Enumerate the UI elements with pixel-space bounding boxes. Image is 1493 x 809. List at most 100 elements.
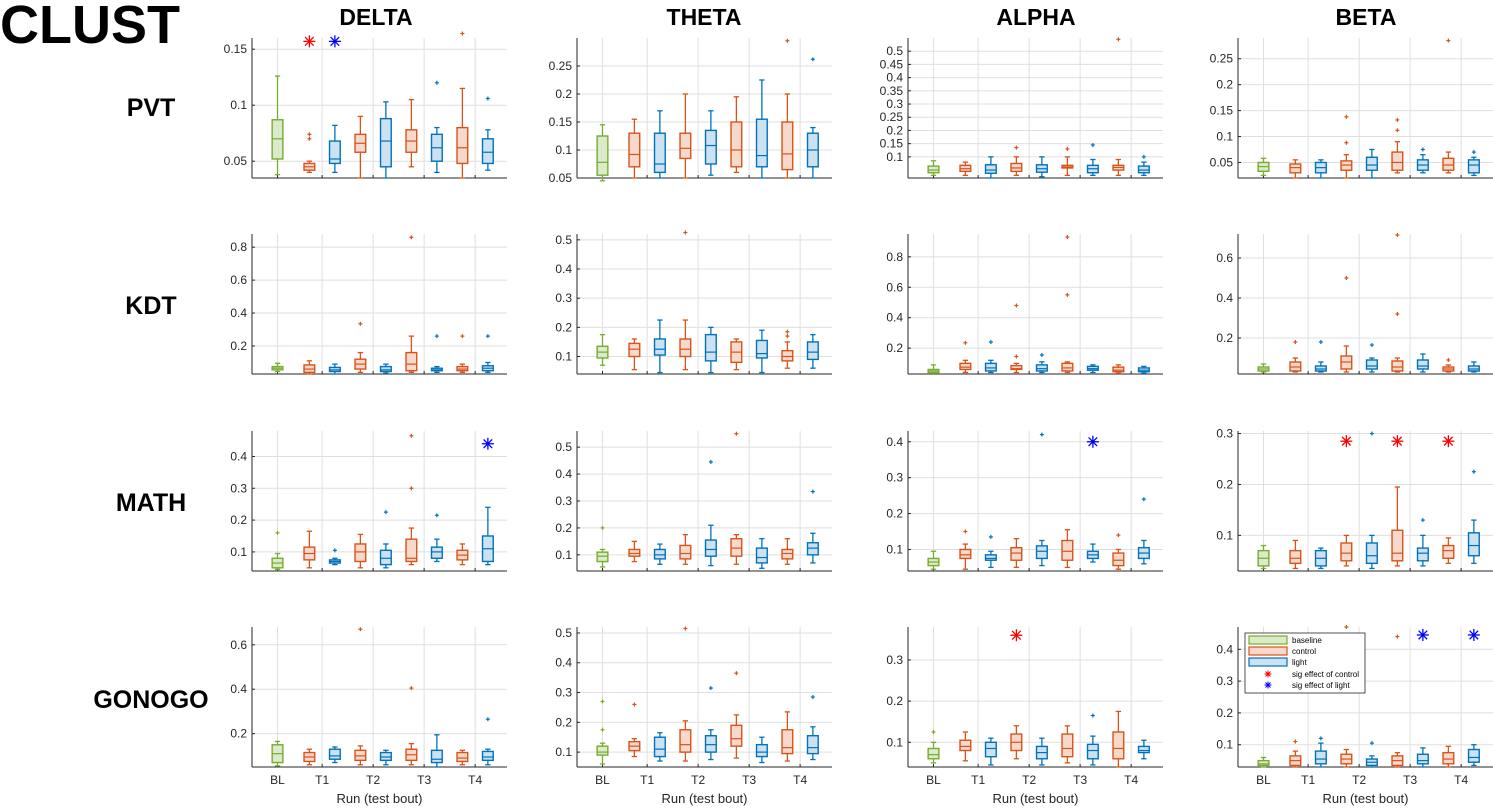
panel-kdt-theta-box-baseline	[596, 333, 609, 366]
panel-math-delta-ytick-label: 0.1	[230, 545, 247, 559]
panel-pvt-beta-box-control-t1	[1289, 159, 1302, 179]
panel-math-theta-box-control-t2-iqr	[679, 544, 692, 560]
panel-math-delta-sig-light-t4-icon	[481, 437, 494, 450]
panel-kdt-delta-box-light-t3	[430, 334, 443, 374]
panel-gonogo-delta-xtick-label: T4	[468, 773, 482, 787]
legend-label-control: control	[1292, 647, 1316, 656]
panel-gonogo-theta-box-control-t4-iqr	[781, 729, 794, 755]
panel-gonogo-beta-sig-light-t3-icon	[1416, 628, 1429, 641]
panel-kdt-alpha-box-control-t1	[959, 340, 972, 374]
panel-kdt-delta-box-control-t1	[303, 360, 316, 375]
panel-math-theta-ytick-label: 0.2	[555, 521, 572, 535]
panel-pvt-delta-ytick-label: 0.05	[224, 154, 248, 168]
panel-pvt-alpha-box-light-t4-iqr	[1137, 165, 1150, 174]
row-label-kdt: KDT	[125, 292, 176, 320]
panel-kdt-theta-box-control-t2	[679, 230, 692, 371]
panel-pvt-alpha-ytick-label: 0.4	[886, 71, 903, 85]
panel-math-delta-box-light-t3	[430, 513, 443, 563]
panel-pvt-theta-ytick-label: 0.1	[555, 143, 572, 157]
panel-gonogo-beta-box-light-t3	[1416, 747, 1429, 768]
panel-gonogo-theta-xlabel: Run (test bout)	[662, 791, 748, 806]
panel-gonogo-theta-box-control-t3	[730, 671, 743, 759]
panel-kdt-beta-ytick-label: 0.4	[1216, 291, 1233, 305]
panel-math-theta-box-control-t1	[628, 540, 641, 563]
panel-pvt-delta-box-light-t1-iqr	[328, 140, 341, 165]
panel-math-delta-box-control-t1	[303, 530, 316, 569]
panel-pvt-alpha: 0.10.150.20.250.30.350.40.450.5	[880, 37, 1163, 179]
panel-pvt-theta-ytick-label: 0.15	[549, 115, 573, 129]
panel-math-beta-sig-control-t2-icon	[1340, 435, 1353, 448]
panel-kdt-beta-box-light-t1	[1314, 340, 1327, 373]
panel-pvt-delta-sig-control-t1-icon	[303, 35, 316, 48]
panel-kdt-beta-box-light-t3-iqr	[1416, 359, 1429, 370]
panel-kdt-delta-box-control-t3	[405, 235, 418, 374]
column-title-beta: BETA	[1336, 4, 1397, 30]
panel-math-theta-box-control-t4-iqr	[781, 548, 794, 560]
panel-kdt-theta-box-control-t4	[781, 329, 794, 369]
panel-math-delta-box-baseline	[271, 530, 284, 571]
panel-pvt-theta-ytick-label: 0.05	[549, 171, 573, 185]
panel-kdt-beta-ytick-label: 0.6	[1216, 251, 1233, 265]
panel-math-beta-box-control-t1-iqr	[1289, 549, 1302, 565]
panel-gonogo-theta-xtick-label: T3	[742, 773, 756, 787]
panel-gonogo-beta-box-light-t4	[1467, 744, 1480, 767]
panel-math-alpha-box-light-t2-iqr	[1035, 545, 1048, 560]
panel-pvt-beta-box-light-t4-iqr	[1467, 159, 1480, 174]
panel-gonogo-beta-sig-light-t4-icon	[1467, 628, 1480, 641]
panel-math-alpha-ytick-label: 0.4	[886, 435, 903, 449]
panel-pvt-alpha-box-baseline	[927, 160, 940, 177]
panel-gonogo-theta-box-light-t3-iqr	[755, 743, 768, 758]
panel-gonogo-alpha-box-baseline-iqr	[927, 747, 940, 760]
panel-math-alpha-box-control-t4	[1112, 533, 1125, 570]
panel-math-theta-box-light-t4-iqr	[806, 542, 819, 556]
panel-kdt-theta-ytick-label: 0.4	[555, 262, 572, 276]
panel-gonogo-delta-box-light-t3-iqr	[430, 749, 443, 764]
legend-label-baseline: baseline	[1292, 636, 1322, 645]
panel-kdt-theta-box-light-t4	[806, 333, 819, 369]
panel-pvt-alpha-box-light-t1-iqr	[984, 164, 997, 174]
panel-math-alpha-box-control-t1	[959, 529, 972, 570]
panel-pvt-theta-box-control-t3-iqr	[730, 121, 743, 168]
panel-pvt-delta-ytick-label: 0.1	[230, 98, 247, 112]
panel-math-alpha-box-control-t3	[1061, 529, 1074, 569]
panel-pvt-theta-box-light-t4	[806, 57, 819, 179]
panel-gonogo-delta-ytick-label: 0.6	[230, 638, 247, 652]
panel-kdt-alpha-box-light-t2-iqr	[1035, 364, 1048, 372]
panel-gonogo-alpha-xtick-label: T3	[1073, 773, 1087, 787]
panel-kdt-alpha-ytick-label: 0.4	[886, 311, 903, 325]
panel-kdt-alpha-box-control-t3-iqr	[1061, 362, 1074, 372]
panel-kdt-delta-box-light-t2-iqr	[379, 365, 392, 373]
panel-kdt-theta-ytick-label: 0.3	[555, 291, 572, 305]
panel-gonogo-theta-box-light-t2-iqr	[704, 735, 717, 753]
panel-gonogo-alpha-ytick-label: 0.1	[886, 735, 903, 749]
panel-pvt-beta-box-control-t2	[1340, 114, 1353, 179]
panel-gonogo-alpha: 0.1 0.2 0.3 BL T1 T2 T3 T4 Run (test bout)	[886, 627, 1163, 806]
panel-gonogo-beta-ytick-label: 0.1	[1216, 738, 1233, 752]
panel-math-beta-box-light-t2-iqr	[1365, 542, 1378, 565]
panel-math-beta-box-light-t4-iqr	[1467, 532, 1480, 557]
panel-kdt-theta-box-light-t3-iqr	[755, 339, 768, 359]
panel-gonogo-alpha-xtick-label: BL	[926, 773, 941, 787]
panel-gonogo-alpha-box-light-t1	[984, 737, 997, 766]
panel-kdt-beta-ytick-label: 0.2	[1216, 331, 1233, 345]
panel-gonogo-theta-box-baseline-iqr	[596, 745, 609, 756]
panel-pvt-beta-ytick-label: 0.2	[1216, 78, 1233, 92]
panel-gonogo-theta-box-control-t4	[781, 711, 794, 762]
panel-math-theta-box-control-t1-iqr	[628, 548, 641, 557]
panel-kdt-beta-box-light-t3	[1416, 353, 1429, 373]
panel-math-theta-ytick-label: 0.4	[555, 467, 572, 481]
panel-pvt-beta: 0.05 0.1 0.15 0.2 0.25	[1210, 38, 1493, 179]
panel-gonogo-alpha-box-light-t4-iqr	[1137, 745, 1150, 754]
panel-pvt-beta-box-control-t3	[1391, 117, 1404, 174]
panel-gonogo-beta-xtick-label: T2	[1352, 773, 1366, 787]
panel-pvt-delta-box-light-t3	[430, 80, 443, 174]
panel-pvt-theta-box-control-t1-iqr	[628, 132, 641, 168]
panel-kdt-beta-box-baseline	[1257, 363, 1270, 373]
panel-kdt-delta-box-baseline	[271, 362, 284, 373]
panel-gonogo-theta-box-light-t4-iqr	[806, 735, 819, 755]
panel-math-theta: 0.1 0.2 0.3 0.4 0.5	[555, 431, 832, 572]
panel-kdt-beta-box-light-t2-iqr	[1365, 359, 1378, 370]
legend-swatch-light	[1248, 657, 1288, 667]
panel-pvt-beta-ytick-label: 0.25	[1210, 52, 1234, 66]
